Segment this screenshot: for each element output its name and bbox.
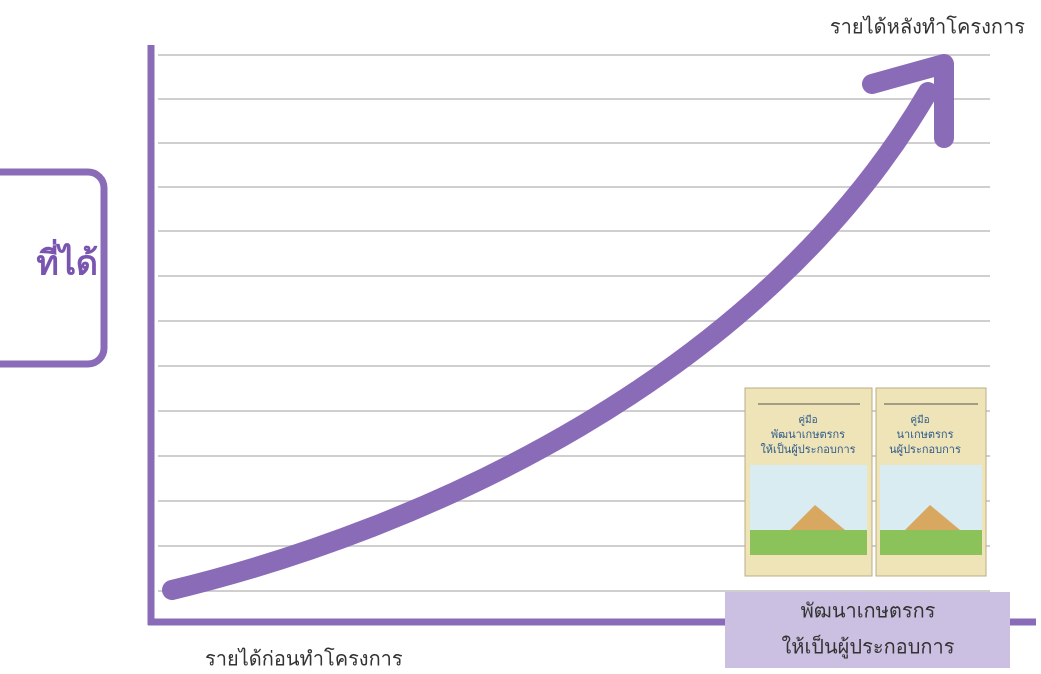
- book-art-house: [790, 505, 845, 530]
- book-line: คู่มือ: [910, 414, 929, 426]
- book-line: พัฒนาเกษตรกร: [771, 428, 845, 441]
- book-line: นาเกษตรกร: [897, 428, 954, 441]
- label-before: รายได้ก่อนทำโครงการ: [205, 647, 403, 671]
- caption-line: ให้เป็นผู้ประกอบการ: [782, 634, 955, 660]
- book-art-field: [750, 530, 867, 555]
- book: คู่มือ นาเกษตรกร นผู้ประกอบการ: [875, 387, 987, 577]
- side-box-text: ที่ได้: [36, 239, 98, 284]
- book-line: นผู้ประกอบการ: [889, 443, 961, 456]
- book: คู่มือ พัฒนาเกษตรกร ให้เป็นผู้ประกอบการ: [744, 387, 873, 577]
- book-art-house: [905, 505, 960, 530]
- arrow-head: [862, 54, 954, 148]
- caption-line: พัฒนาเกษตรกร: [801, 599, 936, 623]
- label-after: รายได้หลังทำโครงการ: [830, 15, 1025, 39]
- book-line: คู่มือ: [798, 414, 817, 426]
- side-box: [0, 168, 108, 368]
- book-art-field: [880, 530, 982, 555]
- caption-box: [725, 592, 1010, 668]
- growth-arrow: [162, 82, 938, 600]
- book-line: ให้เป็นผู้ประกอบการ: [760, 442, 855, 456]
